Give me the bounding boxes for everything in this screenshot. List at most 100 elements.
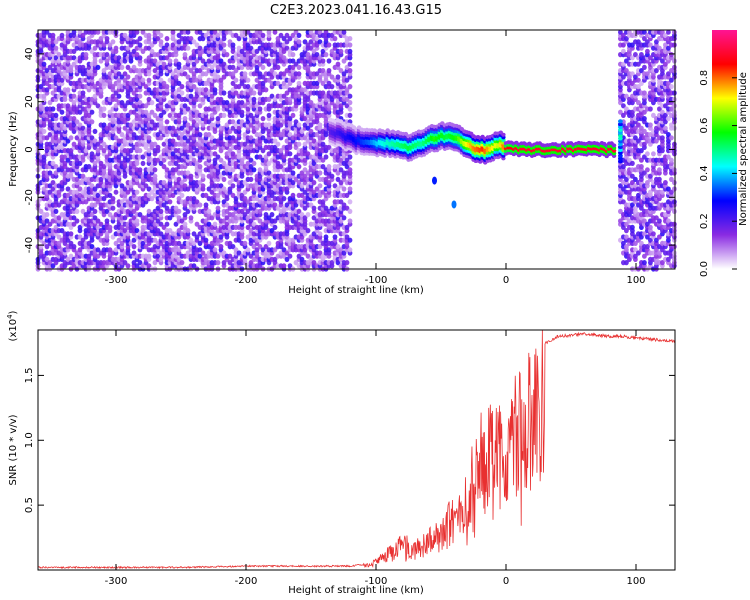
- spectrogram-cell: [329, 84, 335, 90]
- spectrogram-cell: [347, 68, 353, 74]
- spectrogram-cell: [305, 228, 311, 234]
- spectrogram-cell: [155, 144, 161, 150]
- spectrogram-cell: [179, 192, 185, 198]
- spectrogram-cell: [203, 237, 209, 243]
- spectrogram-cell: [332, 36, 338, 42]
- spectrogram-cell: [113, 45, 119, 51]
- spectrogram-cell: [125, 64, 131, 70]
- spectrogram-cell: [125, 263, 131, 269]
- spectrogram-cell: [47, 71, 53, 77]
- spectrogram-cell: [68, 231, 74, 237]
- spectrogram-cell: [116, 55, 122, 61]
- spectrogram-cell: [83, 199, 89, 205]
- spectrogram-cell: [266, 112, 272, 118]
- spectrogram-cell: [95, 103, 101, 109]
- spectrogram-cell: [98, 176, 104, 182]
- spectrogram-cell: [134, 263, 140, 269]
- spectrogram-cell: [347, 208, 353, 214]
- spectrogram-cell: [122, 260, 128, 266]
- spectrogram-cell: [65, 186, 71, 192]
- spectrogram-cell: [221, 112, 227, 118]
- spectrogram-cell: [86, 240, 92, 246]
- spectrogram-cell: [149, 196, 155, 202]
- spectrogram-cell: [89, 109, 95, 115]
- spectrogram-cell: [41, 61, 47, 67]
- spectrogram-cell: [86, 253, 92, 259]
- spectrogram-cell: [62, 170, 68, 176]
- spectrogram-cell: [134, 228, 140, 234]
- spectrogram-cell: [131, 64, 137, 70]
- spectrogram-cell: [347, 218, 353, 224]
- spectrogram-cell: [248, 176, 254, 182]
- spectrogram-cell: [134, 29, 140, 35]
- spectrogram-cell: [98, 36, 104, 42]
- spectrogram-cell: [107, 42, 113, 48]
- spectrogram-cell: [95, 148, 101, 154]
- spectrogram-cell: [347, 106, 353, 112]
- spectrogram-cell: [104, 218, 110, 224]
- spectrogram-cell: [137, 93, 143, 99]
- spectrogram-cell: [53, 170, 59, 176]
- spectrogram-cell: [59, 228, 65, 234]
- spectrogram-cell: [131, 215, 137, 221]
- spectrogram-cell: [128, 240, 134, 246]
- spectrogram-cell: [74, 189, 80, 195]
- spectrogram-cell: [311, 205, 317, 211]
- spectrogram-cell: [128, 122, 134, 128]
- spectrogram-cell: [56, 189, 62, 195]
- spectrogram-cell: [657, 176, 662, 182]
- spectrogram-cell: [146, 77, 152, 83]
- spectrogram-cell: [143, 183, 149, 189]
- spectrogram-cell: [630, 160, 635, 166]
- spectrogram-cell: [281, 196, 287, 202]
- spectrogram-cell: [68, 135, 74, 141]
- spectrogram-cell: [98, 144, 104, 150]
- spectrogram-cell: [47, 189, 53, 195]
- spectrogram-cell: [107, 71, 113, 77]
- spectrogram-cell: [71, 116, 77, 122]
- spectrogram-cell: [158, 256, 164, 262]
- spectrogram-cell: [275, 141, 281, 147]
- spectrogram-cell: [317, 122, 323, 128]
- spectrogram-cell: [53, 164, 59, 170]
- spectrogram-cell: [47, 100, 53, 106]
- spectrogram-cell: [68, 240, 74, 246]
- spectrogram-cell: [146, 45, 152, 51]
- spectrogram-cell: [179, 84, 185, 90]
- spectrogram-cell: [47, 170, 53, 176]
- spectrogram-cell: [164, 119, 170, 125]
- spectrogram-cell: [110, 39, 116, 45]
- spectrogram-cell: [95, 218, 101, 224]
- spectrogram-cell: [98, 221, 104, 227]
- spectrogram-cell: [71, 61, 77, 67]
- spectrogram-cell: [92, 45, 98, 51]
- spectrogram-cell: [119, 205, 125, 211]
- spectrogram-cell: [71, 215, 77, 221]
- spectrogram-cell: [71, 93, 77, 99]
- spectrogram-cell: [347, 36, 353, 42]
- spectrogram-cell: [89, 183, 95, 189]
- spectrogram-cell: [642, 64, 647, 70]
- spectrogram-cell: [80, 32, 86, 39]
- spectrogram-cell: [648, 224, 653, 230]
- spectrogram-cell: [155, 132, 161, 138]
- spectrogram-cell: [56, 93, 62, 99]
- spectrogram-cell: [41, 186, 47, 192]
- spectrogram-cell: [110, 93, 116, 99]
- spectrogram-cell: [347, 199, 353, 205]
- spectrogram-cell: [645, 151, 650, 157]
- spectrogram-cell: [344, 260, 350, 266]
- spectrogram-cell: [341, 215, 347, 221]
- spectrogram-cell: [140, 154, 146, 160]
- spectrogram-cell: [89, 151, 95, 157]
- spectrogram-cell: [68, 64, 74, 70]
- spectrogram-cell: [41, 128, 47, 134]
- spectrogram-cell: [125, 45, 131, 51]
- spectrogram-cell: [125, 74, 131, 80]
- spectrogram-cell: [44, 29, 50, 35]
- spectrogram-cell: [290, 170, 296, 176]
- spectrogram-cell: [149, 109, 155, 115]
- spectrogram-cell: [119, 132, 125, 138]
- spectrogram-cell: [663, 180, 668, 186]
- spectrogram-cell: [158, 39, 164, 45]
